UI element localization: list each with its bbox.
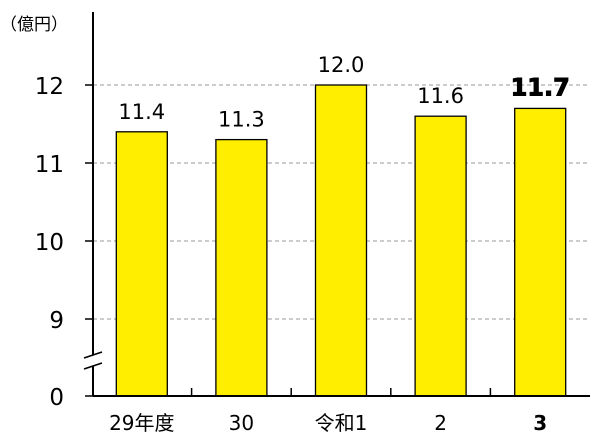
bar-3: [514, 107, 567, 397]
bar-29年度: [115, 131, 168, 397]
x-category-label-3: 3: [533, 411, 547, 435]
x-category-label-30: 30: [229, 411, 254, 435]
bars: [115, 84, 567, 397]
y-tick-label-0: 0: [49, 385, 64, 411]
axis-break-mark-bottom: [83, 362, 103, 370]
x-category-label-2: 2: [434, 411, 447, 435]
value-label-3: 11.7: [511, 73, 570, 101]
bar-30: [215, 138, 268, 397]
axes: [83, 12, 590, 397]
bar-2: [414, 115, 467, 397]
y-tick-label-10: 10: [35, 230, 64, 256]
y-tick-label-12: 12: [35, 74, 64, 100]
y-axis-unit-label: （億円）: [0, 15, 68, 35]
y-tick-label-9: 9: [49, 308, 64, 334]
value-label-30: 11.3: [218, 108, 265, 132]
value-label-2: 11.6: [417, 84, 464, 108]
axis-break-mark-top: [83, 351, 103, 359]
value-label-令和1: 12.0: [318, 53, 365, 77]
value-label-29年度: 11.4: [118, 100, 165, 124]
x-category-label-29年度: 29年度: [109, 411, 174, 435]
y-tick-label-11: 11: [35, 152, 64, 178]
labels: 0 9 10 11 12 11.4 29年度 11.3 30 12.0 令和1 11.6 2 11.7 3: [35, 53, 571, 435]
bar-令和1: [314, 84, 368, 397]
x-category-label-令和1: 令和1: [315, 411, 368, 435]
